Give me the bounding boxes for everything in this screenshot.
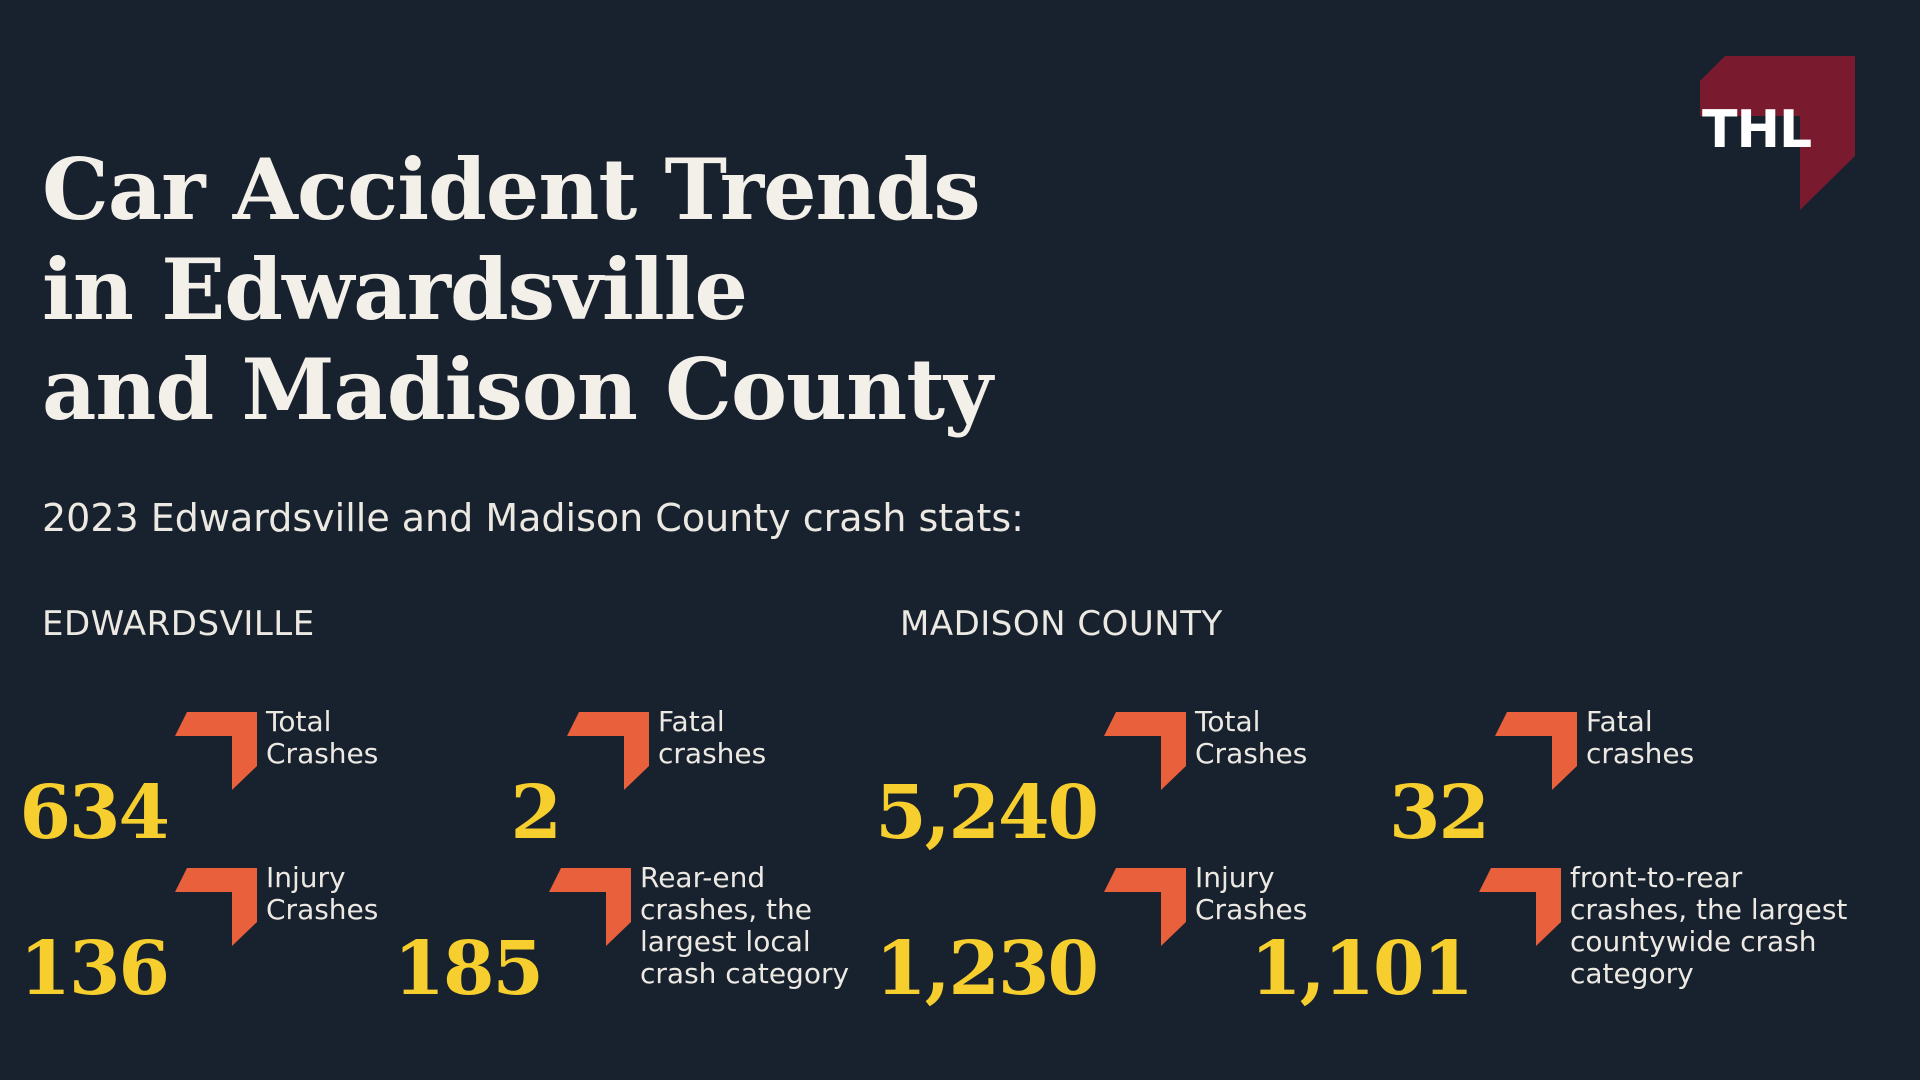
stat-label: front-to-rear crashes, the largest count… (1570, 861, 1848, 990)
stat-madison-fatal-crashes: 32 Fatal crashes (1389, 706, 1694, 851)
title-line-1: Car Accident Trends (42, 140, 981, 239)
stat-madison-total-crashes: 5,240 Total Crashes (875, 706, 1307, 851)
arrow-corner-logo-icon (1700, 56, 1855, 210)
arrow-up-right-icon (1104, 868, 1186, 946)
stat-edwardsville-rear-end-crashes: 185 Rear-end crashes, the largest local … (394, 862, 850, 1007)
stat-label: Total Crashes (266, 705, 379, 770)
arrow-up-right-icon (1104, 712, 1186, 790)
stat-label: Rear-end crashes, the largest local cras… (640, 861, 850, 990)
section-label-edwardsville: EDWARDSVILLE (42, 604, 315, 644)
arrow-up-right-icon (549, 868, 631, 946)
arrow-up-right-icon (175, 868, 257, 946)
stat-edwardsville-injury-crashes: 136 Injury Crashes (20, 862, 379, 1007)
stat-madison-front-to-rear-crashes: 1,101 front-to-rear crashes, the largest… (1250, 862, 1847, 1007)
title-line-2: in Edwardsville (42, 240, 748, 339)
arrow-up-right-icon (1495, 712, 1577, 790)
stat-value: 1,101 (1250, 926, 1474, 1012)
stat-madison-injury-crashes: 1,230 Injury Crashes (875, 862, 1307, 1007)
stat-value: 136 (19, 926, 170, 1012)
stat-label: Fatal crashes (658, 705, 767, 770)
stat-edwardsville-total-crashes: 634 Total Crashes (20, 706, 379, 851)
stat-label: Injury Crashes (1195, 861, 1308, 926)
arrow-up-right-icon (1479, 868, 1561, 946)
section-label-madison-county: MADISON COUNTY (900, 604, 1223, 644)
stat-value: 32 (1389, 770, 1490, 856)
stat-value: 634 (19, 770, 170, 856)
title-line-3: and Madison County (42, 340, 993, 439)
page-title: Car Accident Trends in Edwardsville and … (42, 140, 1142, 440)
stat-value: 5,240 (875, 770, 1099, 856)
stat-label: Total Crashes (1195, 705, 1308, 770)
arrow-up-right-icon (567, 712, 649, 790)
stat-edwardsville-fatal-crashes: 2 Fatal crashes (511, 706, 767, 851)
stat-value: 2 (510, 770, 562, 856)
arrow-up-right-icon (175, 712, 257, 790)
stat-label: Fatal crashes (1586, 705, 1695, 770)
logo-text: THL (1702, 100, 1812, 160)
stat-label: Injury Crashes (266, 861, 379, 926)
stat-value: 1,230 (875, 926, 1099, 1012)
stat-value: 185 (393, 926, 544, 1012)
subtitle: 2023 Edwardsville and Madison County cra… (42, 496, 1024, 540)
